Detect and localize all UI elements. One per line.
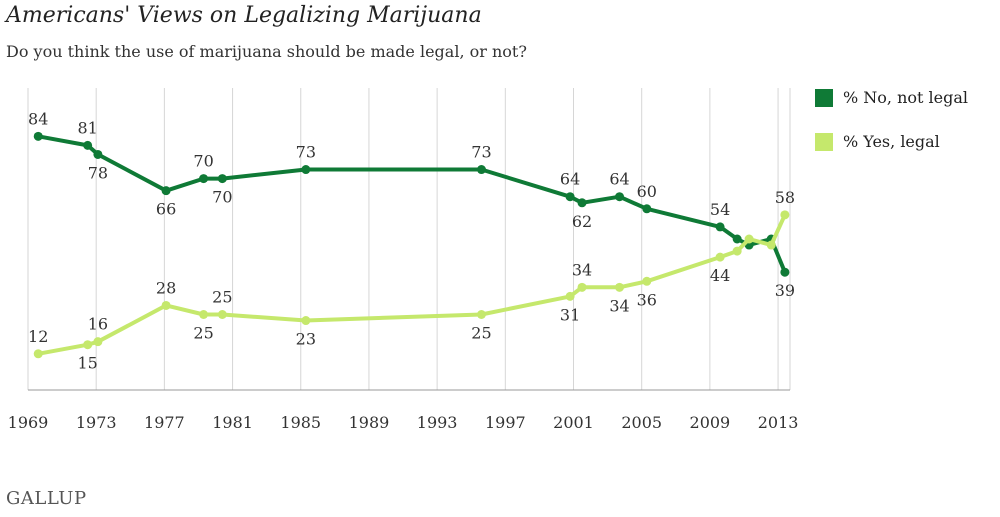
data-label-no: 64	[609, 170, 629, 189]
data-label-yes: 31	[560, 305, 580, 324]
data-point-no	[199, 174, 209, 184]
data-label-no: 66	[156, 200, 176, 219]
legend-swatch-yes	[815, 132, 833, 151]
x-tick-label: 1993	[417, 413, 458, 432]
data-label-no: 78	[88, 163, 108, 182]
data-label-yes: 58	[775, 188, 795, 207]
data-label-yes: 28	[156, 278, 176, 297]
data-label-no: 73	[471, 143, 491, 162]
data-point-no	[715, 222, 725, 232]
data-point-yes	[732, 246, 742, 256]
data-point-yes	[715, 252, 725, 262]
data-point-yes	[161, 300, 171, 310]
series-line-no	[37, 134, 787, 273]
data-point-yes	[565, 291, 575, 301]
data-label-yes: 44	[710, 266, 730, 285]
data-point-no	[301, 165, 311, 175]
legend: % No, not legal % Yes, legal	[815, 88, 968, 176]
data-label-no: 70	[212, 188, 232, 207]
legend-swatch-no	[815, 88, 833, 107]
x-tick-label: 1997	[485, 413, 526, 432]
data-point-yes	[83, 340, 93, 350]
x-tick-label: 1985	[280, 413, 321, 432]
data-point-yes	[766, 240, 776, 250]
data-label-no: 60	[637, 182, 657, 201]
data-label-yes: 12	[28, 327, 48, 346]
data-label-no: 39	[775, 281, 795, 300]
data-point-no	[83, 140, 93, 150]
data-label-no: 64	[560, 170, 580, 189]
data-point-no	[732, 234, 742, 244]
x-tick-label: 2001	[553, 413, 594, 432]
data-point-yes	[301, 316, 311, 326]
gallup-logo: GALLUP	[6, 488, 87, 509]
data-point-yes	[744, 234, 754, 244]
data-label-no: 54	[710, 200, 730, 219]
x-tick-label: 2009	[690, 413, 731, 432]
data-label-yes: 23	[296, 330, 316, 349]
data-label-yes: 15	[77, 354, 97, 373]
data-label-yes: 16	[88, 315, 108, 334]
x-tick-label: 1973	[76, 413, 117, 432]
data-label-yes: 36	[637, 290, 657, 309]
data-label-no: 62	[572, 212, 592, 231]
legend-item-yes: % Yes, legal	[815, 132, 968, 151]
legend-item-no: % No, not legal	[815, 88, 968, 107]
x-tick-label: 2013	[758, 413, 799, 432]
data-label-yes: 34	[609, 296, 629, 315]
data-point-no	[33, 131, 43, 141]
data-point-yes	[642, 276, 652, 286]
data-label-yes: 34	[572, 260, 592, 279]
data-point-no	[565, 192, 575, 202]
x-tick-label: 1977	[144, 413, 185, 432]
x-tick-label: 2005	[621, 413, 662, 432]
data-label-yes: 25	[212, 288, 232, 307]
data-point-yes	[577, 282, 587, 292]
data-point-no	[577, 198, 587, 208]
data-point-yes	[33, 349, 43, 359]
data-label-no: 81	[77, 118, 97, 137]
data-point-no	[217, 174, 227, 184]
data-point-yes	[476, 310, 486, 319]
x-tick-label: 1981	[212, 413, 253, 432]
series-line-yes	[37, 213, 787, 356]
legend-label-yes: % Yes, legal	[843, 132, 940, 151]
data-point-no	[642, 204, 652, 214]
data-point-no	[780, 267, 790, 277]
legend-label-no: % No, not legal	[843, 88, 969, 107]
data-point-no	[476, 165, 486, 175]
data-label-no: 84	[28, 109, 48, 128]
data-label-yes: 25	[193, 324, 213, 343]
data-label-no: 73	[296, 143, 316, 162]
chart-title: Americans' Views on Legalizing Marijuana	[6, 3, 482, 28]
x-tick-label: 1989	[349, 413, 390, 432]
data-point-yes	[199, 310, 209, 319]
data-point-yes	[780, 210, 790, 220]
data-point-no	[161, 186, 171, 196]
data-point-no	[615, 192, 625, 202]
data-label-yes: 25	[471, 324, 491, 343]
data-point-yes	[217, 310, 227, 319]
data-point-yes	[615, 282, 625, 292]
data-label-no: 70	[193, 152, 213, 171]
data-point-no	[93, 149, 103, 159]
x-tick-label: 1969	[8, 413, 49, 432]
chart-subtitle: Do you think the use of marijuana should…	[6, 42, 527, 61]
data-point-yes	[93, 337, 103, 347]
